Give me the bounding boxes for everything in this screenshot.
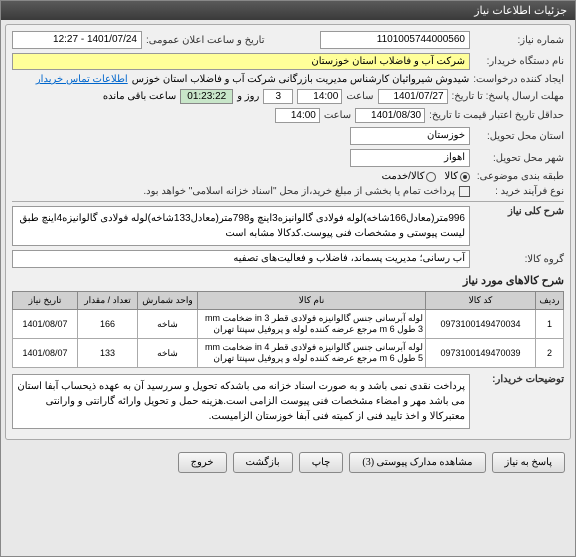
remaining-label: ساعت باقی مانده <box>103 91 176 102</box>
table-cell: 1401/08/07 <box>13 339 78 368</box>
desc-text: 996متر(معادل166شاخه)لوله فولادی گالوانیز… <box>12 206 470 246</box>
table-cell: 0973100149470039 <box>426 339 536 368</box>
window-title: جزئیات اطلاعات نیاز <box>474 4 567 17</box>
radio-service[interactable]: کالا/خدمت <box>382 171 437 182</box>
radio-kala[interactable]: ● کالاکالا <box>444 171 470 182</box>
items-title: شرح کالاهای مورد نیاز <box>12 274 564 287</box>
table-cell: 1 <box>536 310 564 339</box>
table-cell: 0973100149470034 <box>426 310 536 339</box>
radio-dot-icon <box>460 172 470 182</box>
desc-label: شرح کلی نیاز <box>474 206 564 217</box>
remaining-time: 01:23:22 <box>180 89 233 104</box>
table-row: 20973100149470039لوله آبرسانی جنس گالوان… <box>13 339 564 368</box>
hour-label-1: ساعت <box>346 91 373 102</box>
public-time-label: تاریخ و ساعت اعلان عمومی: <box>146 35 265 46</box>
table-cell: 1401/08/07 <box>13 310 78 339</box>
public-time-value: 1401/07/24 - 12:27 <box>12 31 142 49</box>
province-label: استان محل تحویل: <box>474 131 564 142</box>
back-button[interactable]: بازگشت <box>233 452 293 473</box>
category-label: طبقه بندی موضوعی: <box>474 171 564 182</box>
respond-button[interactable]: پاسخ به نیاز <box>492 452 566 473</box>
group-label: گروه‌ کالا: <box>474 254 564 265</box>
table-cell: 2 <box>536 339 564 368</box>
process-checkbox[interactable] <box>459 186 470 197</box>
print-button[interactable]: چاپ <box>299 452 344 473</box>
process-label: نوع فرآیند خرید : <box>474 186 564 197</box>
deadline-hour: 14:00 <box>297 89 342 104</box>
city-value: اهواز <box>350 149 470 167</box>
attachments-button[interactable]: مشاهده مدارک پیوستی (3) <box>349 452 485 473</box>
table-header-row: ردیف کد کالا نام کالا واحد شمارش تعداد /… <box>13 292 564 310</box>
days-label: روز و <box>237 91 259 102</box>
th-qty: تعداد / مقدار <box>78 292 138 310</box>
creator-value: شیدوش شیرواثیان کارشناس مدیریت بازرگانی … <box>132 74 470 85</box>
radio-dot-icon <box>426 172 436 182</box>
table-cell: لوله آبرسانی جنس گالوانیزه فولادی قطر 3 … <box>198 310 426 339</box>
creator-label: ایجاد کننده درخواست: <box>473 74 564 85</box>
th-code: کد کالا <box>426 292 536 310</box>
th-name: نام کالا <box>198 292 426 310</box>
deadline-date: 1401/07/27 <box>378 89 448 104</box>
notes-label: توضیحات خریدار: <box>474 374 564 385</box>
province-value: خوزستان <box>350 127 470 145</box>
buyer-label: نام دستگاه خریدار: <box>474 56 564 67</box>
table-cell: شاخه <box>138 339 198 368</box>
items-table: ردیف کد کالا نام کالا واحد شمارش تعداد /… <box>12 291 564 368</box>
window-titlebar: جزئیات اطلاعات نیاز <box>1 1 575 20</box>
contact-link[interactable]: اطلاعات تماس خریدار <box>36 74 128 85</box>
process-note: پرداخت تمام یا بخشی از مبلغ خرید،از محل … <box>143 186 455 197</box>
th-row: ردیف <box>536 292 564 310</box>
table-cell: لوله آبرسانی جنس گالوانیزه فولادی قطر 4 … <box>198 339 426 368</box>
remaining-days: 3 <box>263 89 293 104</box>
niaz-no-value: 1101005744000560 <box>320 31 470 49</box>
niaz-no-label: شماره نیاز: <box>474 35 564 46</box>
validity-date: 1401/08/30 <box>355 108 425 123</box>
city-label: شهر محل تحویل: <box>474 153 564 164</box>
hour-label-2: ساعت <box>324 110 351 121</box>
validity-label: حداقل تاریخ اعتبار قیمت تا تاریخ: <box>429 110 564 121</box>
deadline-label: مهلت ارسال پاسخ: تا تاریخ: <box>452 91 564 102</box>
validity-hour: 14:00 <box>275 108 320 123</box>
th-date: تاریخ نیاز <box>13 292 78 310</box>
table-cell: 166 <box>78 310 138 339</box>
notes-text: پرداخت نقدی نمی باشد و به صورت اسناد خزا… <box>12 374 470 429</box>
th-unit: واحد شمارش <box>138 292 198 310</box>
table-cell: شاخه <box>138 310 198 339</box>
group-value: آب رسانی؛ مدیریت پسماند، فاضلاب و فعالیت… <box>12 250 470 268</box>
exit-button[interactable]: خروج <box>178 452 227 473</box>
table-cell: 133 <box>78 339 138 368</box>
buyer-value: شرکت آب و فاضلاب استان خوزستان <box>12 53 470 70</box>
table-row: 10973100149470034لوله آبرسانی جنس گالوان… <box>13 310 564 339</box>
